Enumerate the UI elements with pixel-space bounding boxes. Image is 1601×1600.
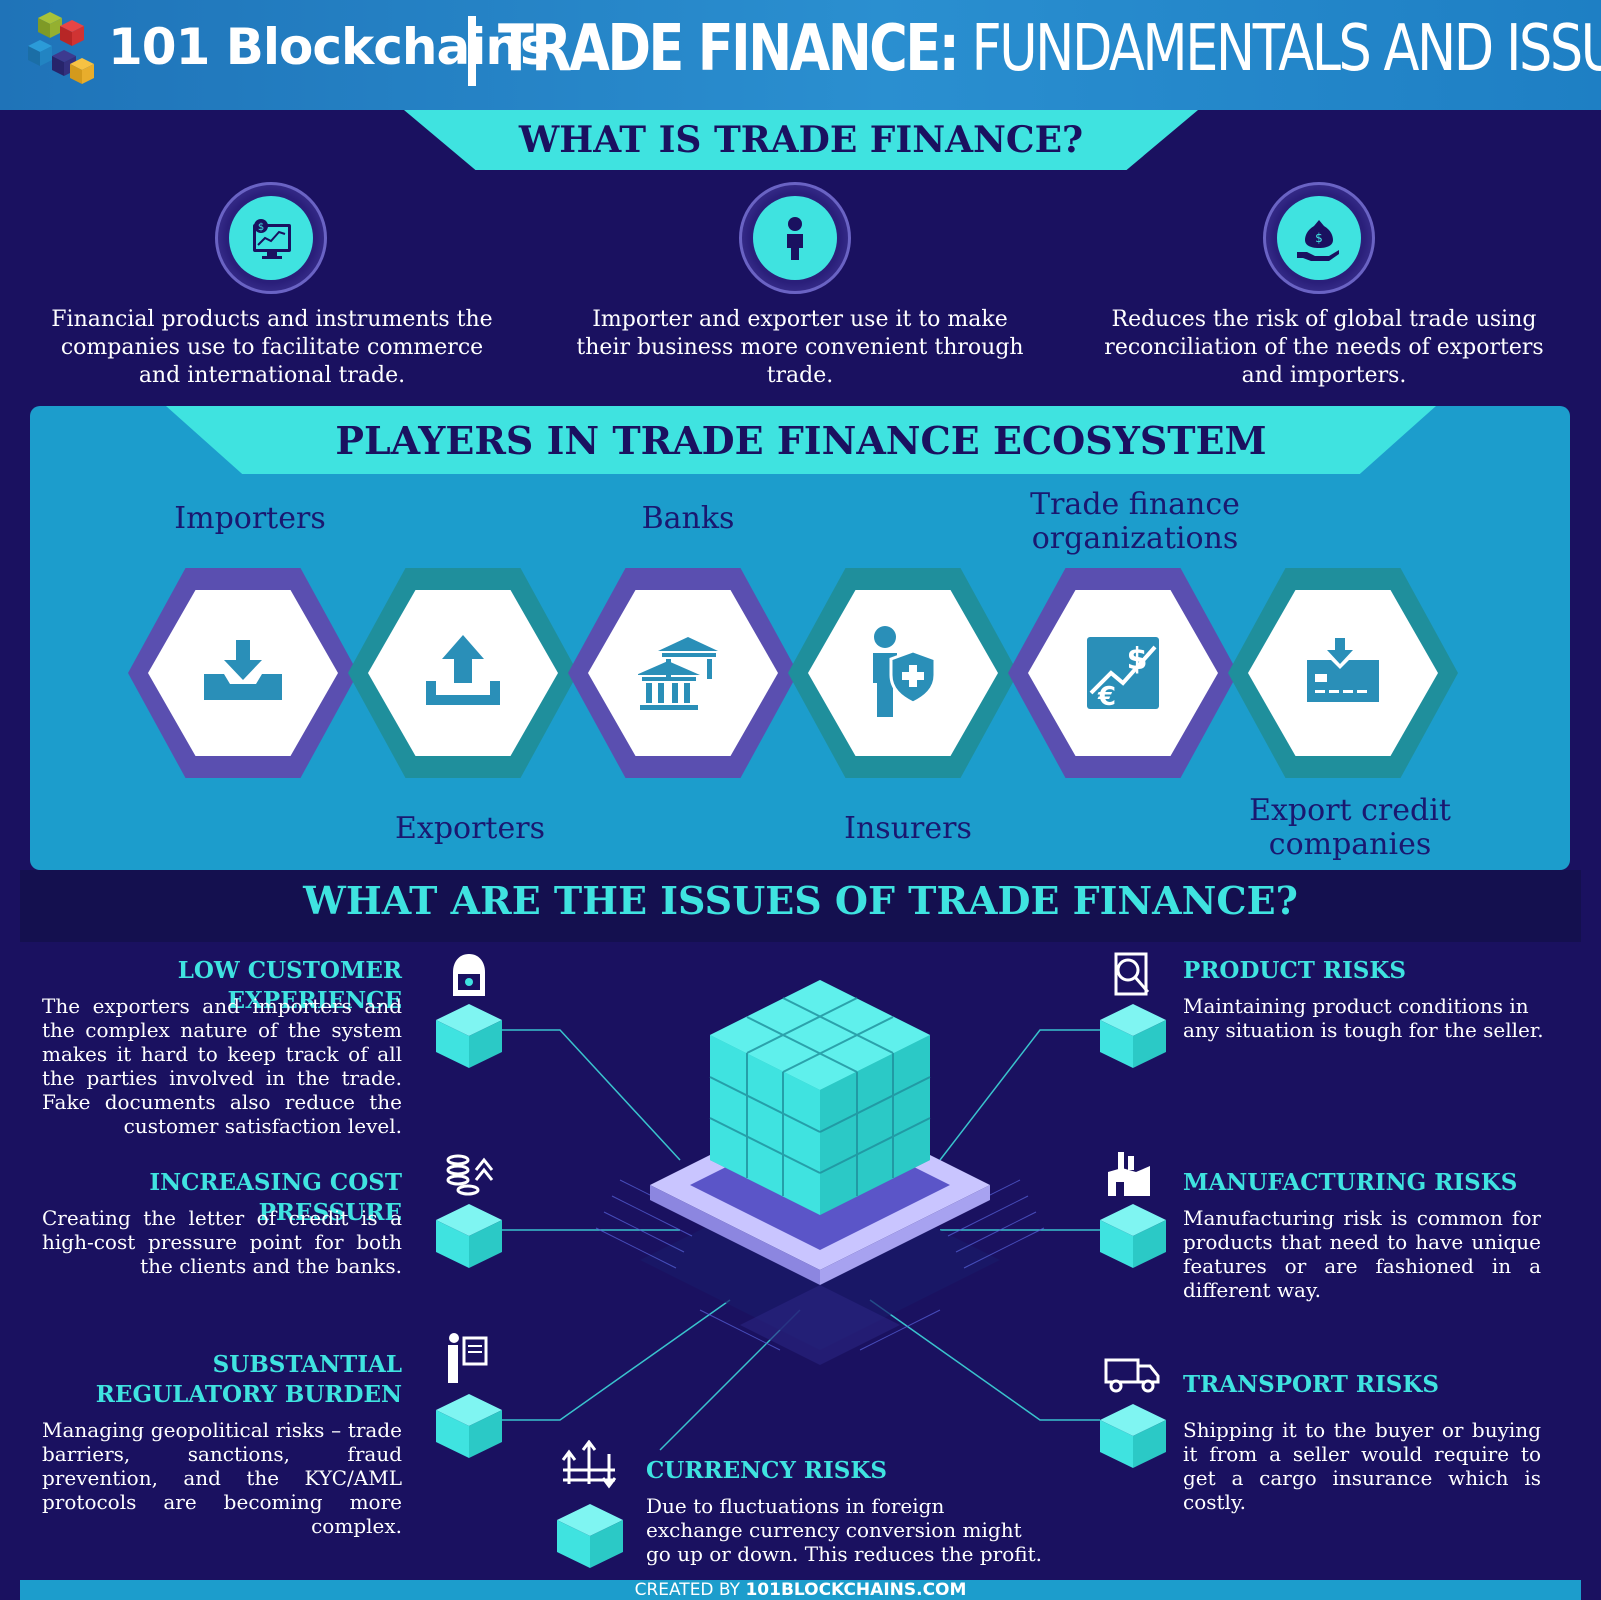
coins-arrow-icon <box>446 1154 494 1196</box>
hex-insurers <box>808 590 998 756</box>
hex-exporters <box>368 590 558 756</box>
footer-prefix: CREATED BY <box>634 1580 746 1600</box>
player-label-trade-finance-orgs: Trade finance organizations <box>1030 487 1240 556</box>
what-is-text-1: Financial products and instruments the c… <box>51 307 493 388</box>
truck-icon <box>1104 1358 1160 1393</box>
hex-banks <box>588 590 778 756</box>
presenter-board-icon <box>448 1333 488 1383</box>
player-label-importers: Importers <box>174 501 326 536</box>
logo-cubes-icon <box>28 12 94 84</box>
issue-text-currency: Due to fluctuations in foreign exchange … <box>646 1494 1042 1566</box>
what-is-heading: WHAT IS TRADE FINANCE? <box>404 110 1198 170</box>
what-is-circle-1: $ <box>215 182 327 294</box>
title-light: FUNDAMENTALS AND ISSUES <box>971 12 1601 86</box>
issue-title-product: PRODUCT RISKS <box>1183 957 1406 984</box>
issue-text-transport: Shipping it to the buyer or buying it fr… <box>1183 1418 1541 1514</box>
footer-credit: CREATED BY 101BLOCKCHAINS.COM <box>20 1580 1581 1600</box>
exchange-arrows-icon <box>561 1440 617 1489</box>
what-is-text-2: Importer and exporter use it to make the… <box>576 307 1024 388</box>
svg-text:€: € <box>1097 682 1116 712</box>
issues-heading: WHAT ARE THE ISSUES OF TRADE FINANCE? <box>303 878 1298 923</box>
insurer-shield-icon <box>873 626 937 717</box>
issue-title-low-customer: LOW CUSTOMER EXPERIENCE <box>177 957 402 1014</box>
header: 101 Blockchains TRADE FINANCE: FUNDAMENT… <box>0 0 1601 110</box>
issue-text-manufacturing: Manufacturing risk is common for product… <box>1183 1206 1541 1302</box>
page-title: TRADE FINANCE: FUNDAMENTALS AND ISSUES <box>498 12 1601 86</box>
person-icon <box>787 217 803 260</box>
credit-card-icon <box>1307 638 1379 702</box>
issue-title-regulatory: SUBSTANTIAL REGULATORY BURDEN <box>95 1351 402 1408</box>
footer-site[interactable]: 101BLOCKCHAINS.COM <box>745 1580 967 1600</box>
issue-title-currency: CURRENCY RISKS <box>646 1457 887 1484</box>
players-heading: PLAYERS IN TRADE FINANCE ECOSYSTEM <box>166 406 1436 474</box>
issues-band <box>20 870 1581 942</box>
issue-title-manufacturing: MANUFACTURING RISKS <box>1183 1169 1518 1196</box>
issue-cube-currency <box>557 1440 623 1568</box>
money-bag-hand-icon: $ <box>1297 220 1339 261</box>
issue-cube-cost-pressure <box>436 1154 502 1268</box>
document-search-icon <box>1114 952 1150 996</box>
player-label-export-credit: Export credit companies <box>1249 793 1451 862</box>
hex-importers <box>148 590 338 756</box>
hacker-icon <box>453 954 485 996</box>
chip-cube-graphic <box>595 980 1045 1365</box>
what-is-circle-3: $ <box>1263 182 1375 294</box>
issue-text-cost-pressure: Creating the letter of credit is a high-… <box>42 1206 402 1278</box>
player-label-insurers: Insurers <box>844 811 972 846</box>
player-label-exporters: Exporters <box>395 811 545 846</box>
what-is-circle-2 <box>739 182 851 294</box>
svg-text:$: $ <box>1127 642 1148 677</box>
issue-cube-regulatory <box>436 1333 502 1458</box>
download-tray-icon <box>204 640 282 700</box>
player-label-banks: Banks <box>641 501 735 536</box>
issue-cube-manufacturing <box>1100 1152 1166 1268</box>
issue-text-regulatory: Managing geopolitical risks – trade barr… <box>42 1418 402 1538</box>
factory-icon <box>1108 1152 1150 1196</box>
svg-text:$: $ <box>1315 231 1323 245</box>
issue-title-cost-pressure: INCREASING COST PRESSURE <box>149 1169 402 1226</box>
financial-chart-icon: $ <box>253 219 291 259</box>
svg-text:$: $ <box>258 222 264 233</box>
title-bold: TRADE FINANCE: <box>498 12 960 86</box>
upload-tray-icon <box>426 635 500 705</box>
issue-cube-low-customer <box>436 954 502 1068</box>
currency-chart-icon: $ € <box>1087 637 1159 712</box>
what-is-text-3: Reduces the risk of global trade using r… <box>1104 307 1544 388</box>
issue-cube-transport <box>1100 1358 1166 1468</box>
bank-icon <box>638 637 718 710</box>
issue-title-transport: TRANSPORT RISKS <box>1183 1371 1439 1398</box>
issue-text-product: Maintaining product conditions in any si… <box>1183 994 1544 1042</box>
issue-text-low-customer: The exporters and importers and the comp… <box>42 994 402 1138</box>
brand-name: 101 Blockchains <box>108 18 550 76</box>
header-divider <box>468 16 476 86</box>
issue-cube-product <box>1100 952 1166 1068</box>
